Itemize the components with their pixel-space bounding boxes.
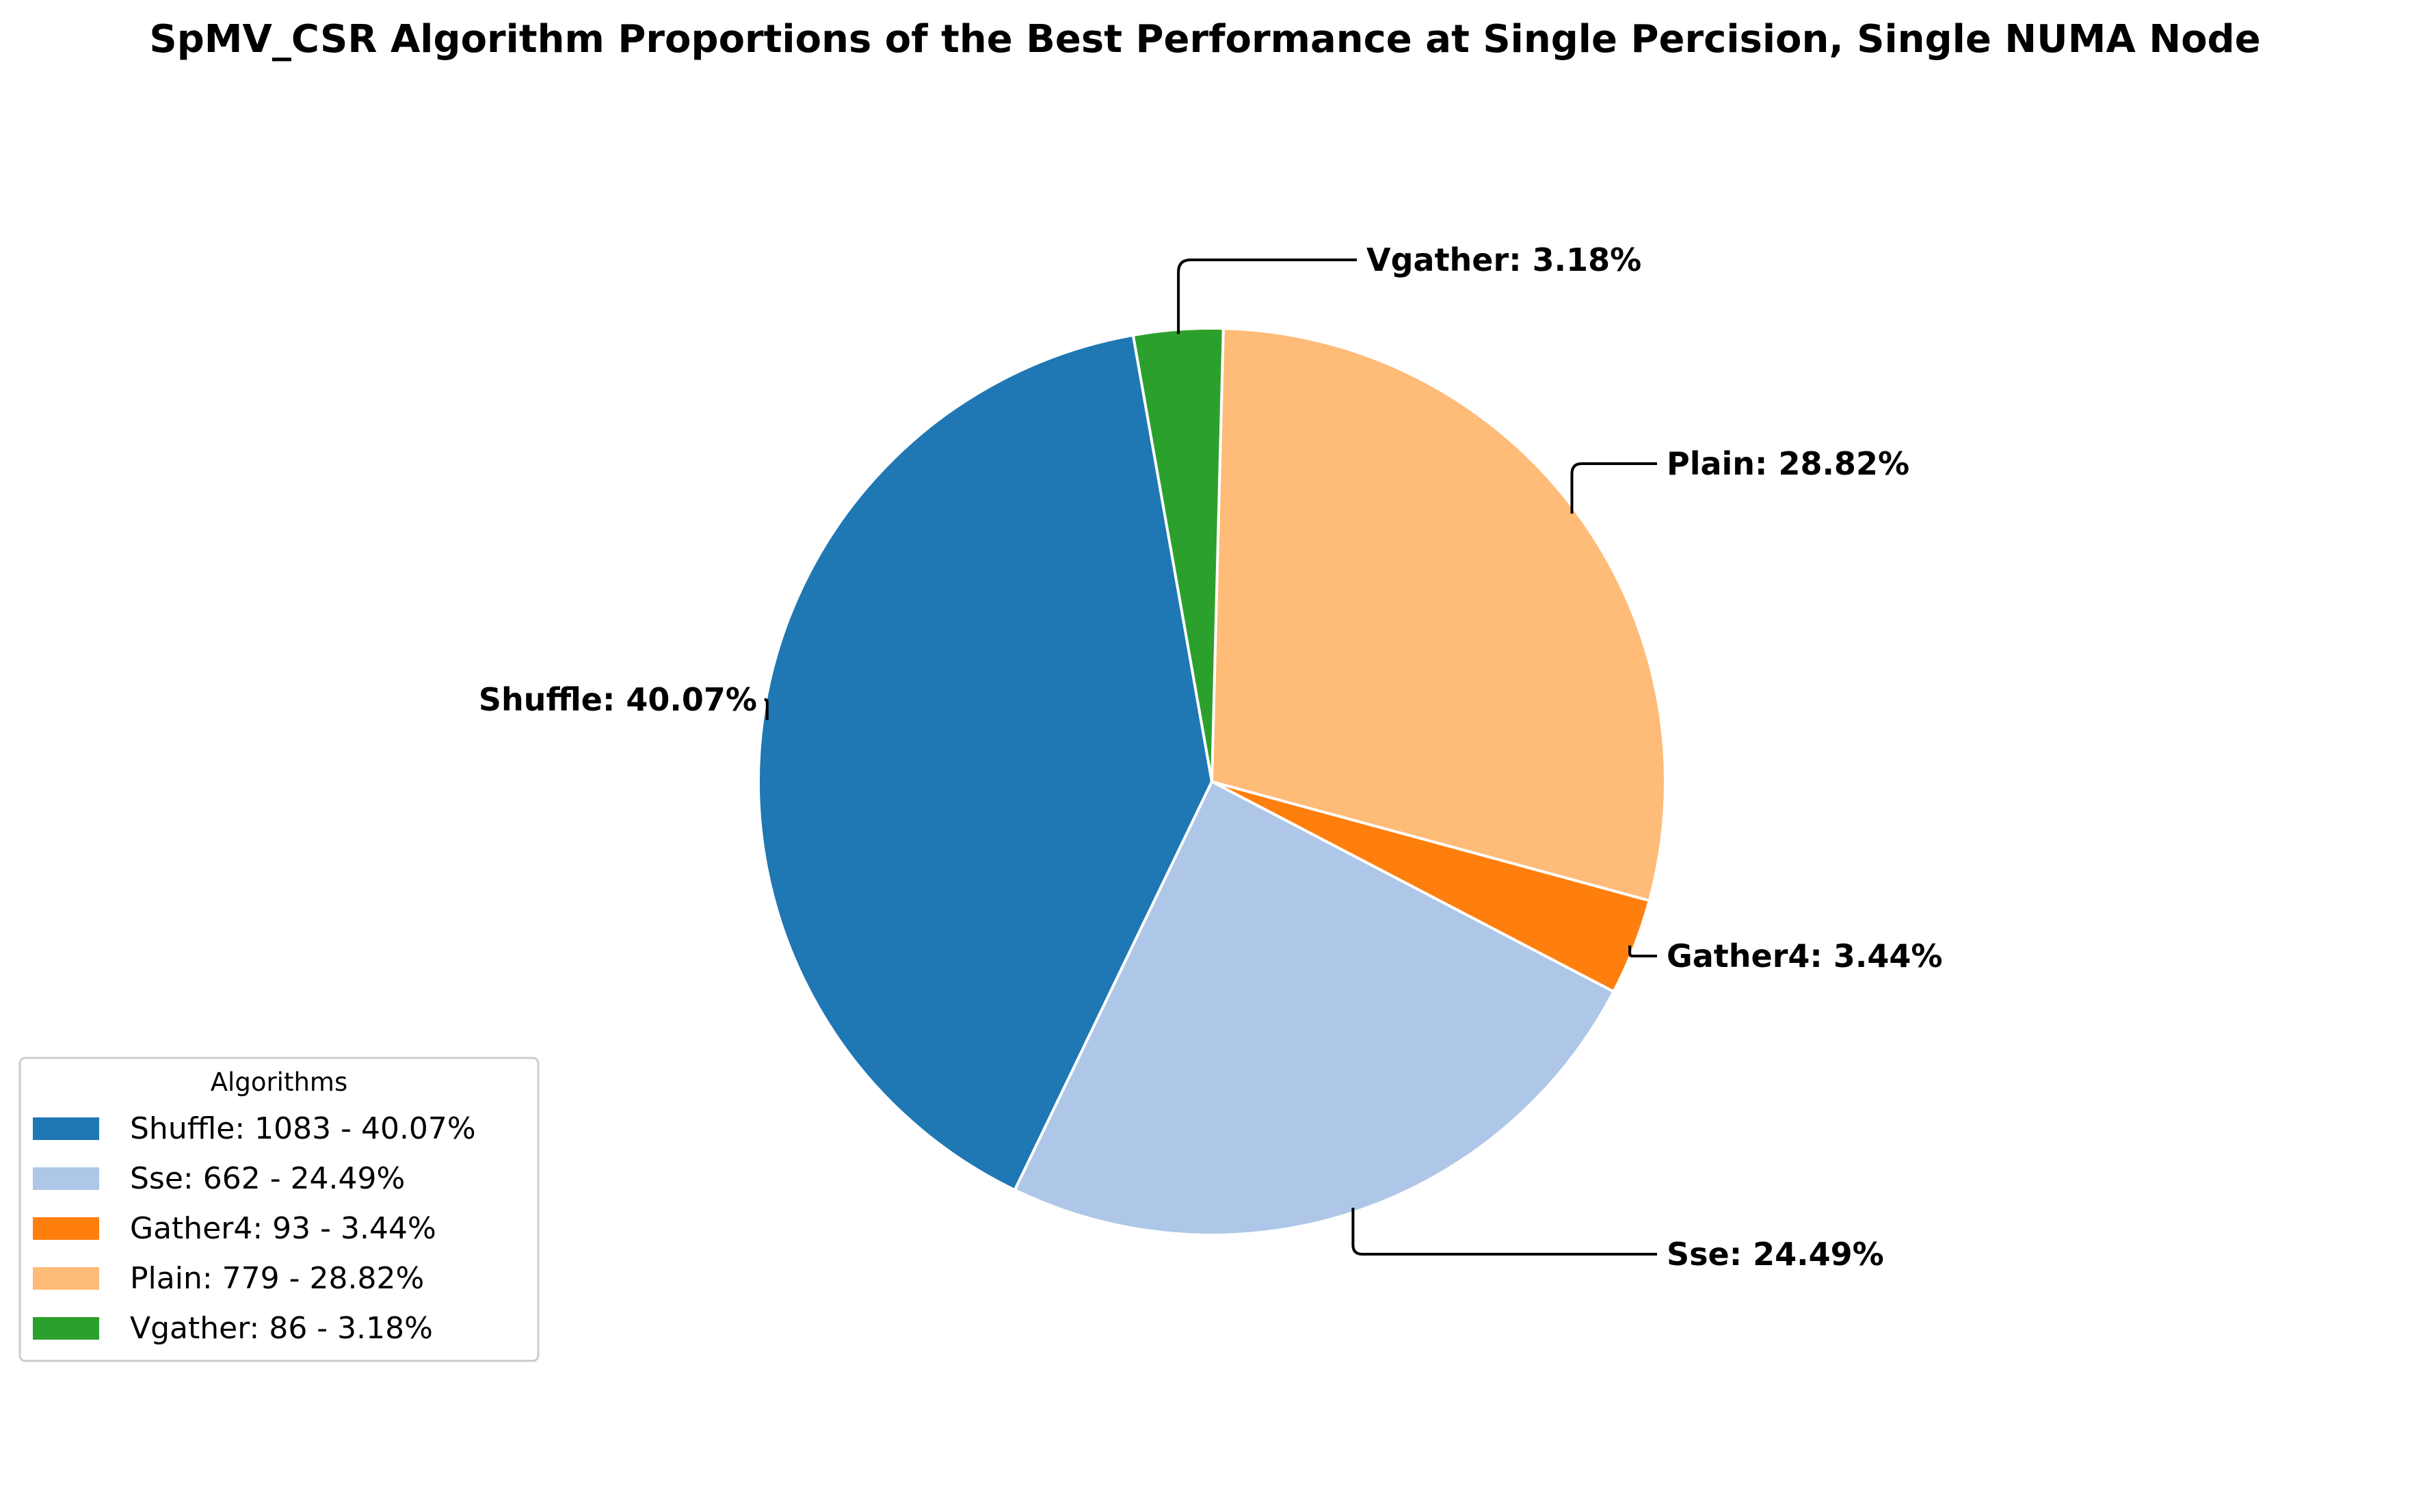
legend-label-plain: Plain: 779 - 28.82% [130, 1261, 424, 1296]
legend-label-gather4: Gather4: 93 - 3.44% [130, 1211, 436, 1246]
pie-slice-plain [1210, 327, 1667, 902]
callout-label-shuffle: Shuffle: 40.07% [479, 681, 757, 718]
pie-slices [757, 327, 1667, 1236]
legend-label-vgather: Vgather: 86 - 3.18% [130, 1311, 433, 1346]
callout-line-plain [1570, 462, 1657, 514]
callout-label-gather4: Gather4: 3.44% [1667, 938, 1942, 974]
legend-swatch-plain [33, 1267, 99, 1290]
legend-title: Algorithms [211, 1067, 347, 1097]
callout-label-plain: Plain: 28.82% [1667, 445, 1909, 482]
pie-slice-shuffle [757, 334, 1213, 1192]
legend-frame [18, 1057, 540, 1362]
callout-line-vgather [1177, 258, 1357, 334]
legend: Algorithms Shuffle: 1083 - 40.07% Sse: 66… [18, 1057, 540, 1362]
pie-slice-sse [1013, 780, 1615, 1236]
callout-label-vgather: Vgather: 3.18% [1366, 241, 1641, 278]
slice-callouts: Shuffle: 40.07% Sse: 24.49% Gather4: 3.44%… [479, 241, 1943, 1273]
callout-line-sse [1351, 1208, 1657, 1256]
legend-label-shuffle: Shuffle: 1083 - 40.07% [130, 1111, 476, 1146]
legend-swatch-shuffle [33, 1117, 99, 1140]
legend-swatch-vgather [33, 1317, 99, 1340]
legend-swatch-gather4 [33, 1217, 99, 1240]
chart-title: SpMV_CSR Algorithm Proportions of the Be… [149, 17, 2260, 62]
callout-line-shuffle [764, 698, 769, 720]
legend-swatch-sse [33, 1167, 99, 1190]
legend-label-sse: Sse: 662 - 24.49% [130, 1161, 405, 1196]
legend-items: Shuffle: 1083 - 40.07% Sse: 662 - 24.49% G… [33, 1111, 476, 1346]
callout-line-gather4 [1628, 945, 1657, 957]
callout-label-sse: Sse: 24.49% [1667, 1236, 1884, 1273]
